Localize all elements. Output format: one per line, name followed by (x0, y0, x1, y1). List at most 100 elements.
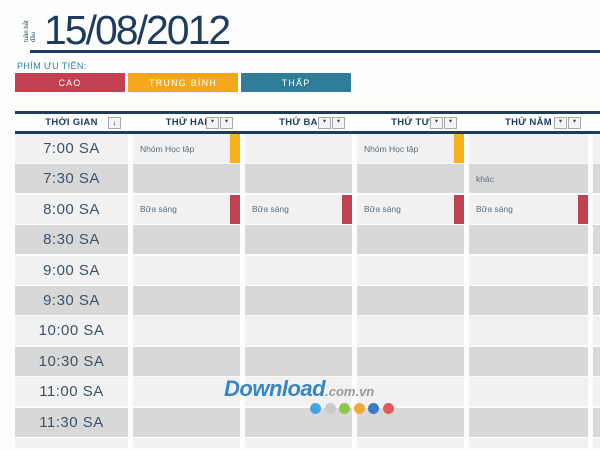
event-cell[interactable] (245, 438, 352, 449)
event-label: khác (476, 173, 494, 184)
event-cell[interactable] (133, 225, 240, 255)
column-header-day-2[interactable]: THỨ BA ▾ ▾ (245, 114, 352, 131)
watermark-dot (339, 403, 350, 414)
event-cell[interactable] (133, 316, 240, 346)
watermark-suffix: .com.vn (325, 384, 375, 399)
event-cell[interactable]: Bữa sáng (357, 194, 464, 224)
cutoff-column-cell (593, 407, 600, 437)
time-cell[interactable]: 11:00 SA (15, 377, 128, 407)
filter-dropdown-icon[interactable]: ▾ (568, 116, 581, 129)
watermark-dot (324, 403, 336, 414)
event-label: Bữa sáng (252, 204, 289, 215)
event-cell[interactable] (133, 377, 240, 407)
header-buttons: ▾ ▾ (206, 116, 233, 129)
watermark-dots (310, 403, 394, 414)
event-cell[interactable] (469, 134, 588, 163)
filter-dropdown-icon[interactable]: ▾ (318, 116, 331, 129)
event-label: Nhóm Học tập (140, 143, 195, 154)
event-label: Bữa sáng (140, 204, 177, 215)
event-cell[interactable] (469, 225, 588, 255)
time-cell[interactable]: 11:30 SA (15, 407, 128, 437)
event-cell[interactable]: Bữa sáng (133, 194, 240, 224)
schedule-row: 9:00 SA (15, 255, 600, 285)
priority-low[interactable]: THẤP (241, 73, 351, 92)
event-cell[interactable] (245, 377, 352, 407)
filter-dropdown-icon[interactable]: ▾ (554, 116, 567, 129)
cutoff-column-cell (593, 255, 600, 285)
event-cell[interactable] (245, 164, 352, 194)
event-cell[interactable] (133, 438, 240, 449)
event-cell[interactable] (469, 438, 588, 449)
column-header-day-4[interactable]: THỨ NĂM ▾ ▾ (469, 114, 588, 131)
watermark-dot (310, 403, 321, 414)
event-cell[interactable] (469, 407, 588, 437)
column-header-time[interactable]: THỜI GIAN ↓ (15, 114, 128, 131)
event-cell[interactable] (133, 346, 240, 376)
filter-dropdown-icon[interactable]: ▾ (430, 116, 443, 129)
priority-high[interactable]: CAO (15, 73, 125, 92)
time-cell[interactable]: 10:30 SA (15, 346, 128, 376)
time-cell[interactable]: 9:30 SA (15, 285, 128, 315)
event-cell[interactable]: Bữa sáng (469, 194, 588, 224)
event-cell[interactable] (245, 316, 352, 346)
event-cell[interactable] (245, 134, 352, 163)
event-cell[interactable] (469, 316, 588, 346)
priority-bar-red (578, 194, 588, 224)
time-cell[interactable]: 8:00 SA (15, 194, 128, 224)
column-header-day-1[interactable]: THỨ HAI ▾ ▾ (133, 114, 240, 131)
event-cell[interactable] (357, 225, 464, 255)
priority-key-label: PHÍM ƯU TIÊN: (17, 61, 87, 71)
cutoff-column-cell (593, 316, 600, 346)
time-cell[interactable]: 7:30 SA (15, 164, 128, 194)
schedule-row: 8:30 SA (15, 225, 600, 255)
event-cell[interactable] (245, 255, 352, 285)
cutoff-column-cell (593, 225, 600, 255)
header-buttons: ▾ ▾ (318, 116, 345, 129)
event-cell[interactable]: khác (469, 164, 588, 194)
header-buttons: ↓ (108, 116, 121, 129)
priority-bar-red (342, 194, 352, 224)
schedule-row: 8:00 SA Bữa sáng Bữa sáng Bữa sáng Bữa sáng (15, 194, 600, 224)
event-cell[interactable] (469, 285, 588, 315)
schedule-row: 7:30 SA khác (15, 164, 600, 194)
event-cell[interactable] (133, 407, 240, 437)
priority-medium[interactable]: TRUNG BÌNH (128, 73, 238, 92)
event-cell[interactable] (469, 346, 588, 376)
event-cell[interactable] (357, 316, 464, 346)
filter-dropdown-icon[interactable]: ▾ (220, 116, 233, 129)
event-cell[interactable] (357, 255, 464, 285)
event-cell[interactable] (245, 225, 352, 255)
event-cell[interactable] (469, 377, 588, 407)
event-cell[interactable] (245, 285, 352, 315)
time-cell[interactable]: 7:00 SA (15, 134, 128, 163)
event-cell[interactable] (133, 164, 240, 194)
column-header-day-3[interactable]: THỨ TƯ ▾ ▾ (357, 114, 464, 131)
event-cell[interactable] (357, 346, 464, 376)
event-cell[interactable] (357, 377, 464, 407)
time-cell[interactable]: 9:00 SA (15, 255, 128, 285)
event-cell[interactable] (357, 164, 464, 194)
week-start-label: tuần bắt đầu (24, 20, 37, 42)
event-cell[interactable] (357, 438, 464, 449)
schedule-header: THỜI GIAN ↓ THỨ HAI ▾ ▾ THỨ BA ▾ ▾ THỨ TƯ ▾ ▾ THỨ… (15, 111, 600, 134)
column-header-label: THỨ HAI (165, 117, 208, 128)
time-cell[interactable]: 8:30 SA (15, 225, 128, 255)
priority-bar-red (454, 194, 464, 224)
header-buttons: ▾ ▾ (554, 116, 581, 129)
time-cell[interactable]: 10:00 SA (15, 316, 128, 346)
event-cell[interactable]: Nhóm Học tập (357, 134, 464, 163)
event-cell[interactable]: Bữa sáng (245, 194, 352, 224)
filter-dropdown-icon[interactable]: ▾ (444, 116, 457, 129)
event-cell[interactable] (469, 255, 588, 285)
sort-icon[interactable]: ↓ (108, 116, 121, 129)
filter-dropdown-icon[interactable]: ▾ (332, 116, 345, 129)
event-cell[interactable] (133, 255, 240, 285)
filter-dropdown-icon[interactable]: ▾ (206, 116, 219, 129)
event-cell[interactable] (245, 346, 352, 376)
event-cell[interactable]: Nhóm Học tập (133, 134, 240, 163)
week-start-date[interactable]: 15/08/2012 (44, 7, 231, 53)
time-cell[interactable] (15, 438, 128, 449)
cutoff-column-cell (593, 285, 600, 315)
event-cell[interactable] (357, 285, 464, 315)
event-cell[interactable] (133, 285, 240, 315)
